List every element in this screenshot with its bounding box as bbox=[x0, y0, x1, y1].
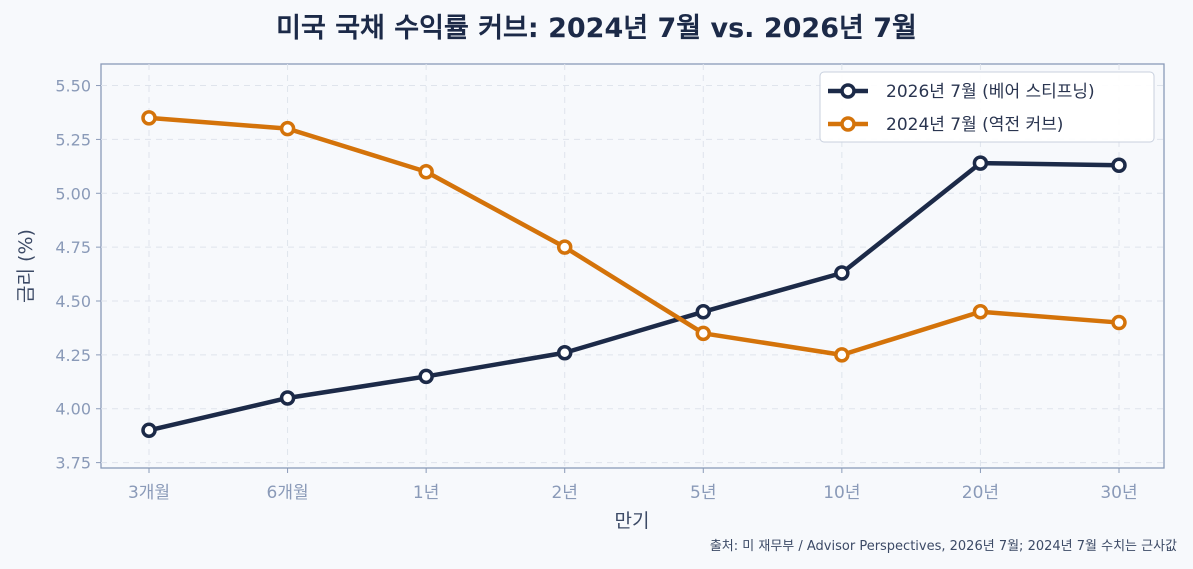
data-point bbox=[834, 347, 850, 363]
y-tick-label: 4.50 bbox=[55, 292, 91, 311]
x-tick-label: 10년 bbox=[823, 483, 860, 503]
data-point bbox=[695, 325, 712, 342]
series-line bbox=[148, 115, 1120, 358]
chart-title: 미국 국채 수익률 커브: 2024년 7월 vs. 2026년 7월 bbox=[276, 13, 917, 44]
grid-lines bbox=[101, 64, 1164, 468]
data-point bbox=[1111, 157, 1127, 174]
data-point bbox=[834, 265, 850, 281]
legend-label-2026: 2026년 7월 (베어 스티프닝) bbox=[886, 82, 1095, 102]
data-point bbox=[279, 120, 296, 137]
x-tick-label: 6개월 bbox=[267, 483, 309, 503]
y-tick-label: 3.75 bbox=[55, 454, 91, 473]
data-point bbox=[418, 368, 434, 385]
x-tick-label: 2년 bbox=[551, 483, 577, 503]
y-tick-label: 4.25 bbox=[55, 346, 91, 365]
legend-label-2024: 2024년 7월 (역전 커브) bbox=[886, 115, 1063, 135]
data-point bbox=[418, 163, 434, 180]
data-point bbox=[972, 155, 989, 171]
x-tick-label: 3개월 bbox=[128, 483, 170, 503]
legend-marker-2026 bbox=[840, 83, 856, 99]
data-point bbox=[972, 304, 989, 320]
x-axis-label: 만기 bbox=[615, 510, 650, 532]
data-point bbox=[1111, 314, 1127, 331]
data-point bbox=[141, 422, 157, 439]
data-point bbox=[556, 344, 573, 361]
data-point bbox=[695, 304, 712, 320]
series-0 bbox=[141, 155, 1127, 439]
y-tick-label: 5.25 bbox=[55, 130, 91, 149]
data-point bbox=[556, 239, 573, 255]
x-axis-ticks: 3개월 6개월 1년 2년 5년 10년 20년 30년 bbox=[128, 468, 1138, 503]
x-tick-label: 20년 bbox=[962, 483, 999, 503]
legend: 2026년 7월 (베어 스티프닝) 2024년 7월 (역전 커브) bbox=[819, 71, 1155, 143]
x-tick-label: 5년 bbox=[690, 483, 716, 503]
source-note: 출처: 미 재무부 / Advisor Perspectives, 2026년 … bbox=[709, 539, 1177, 554]
series-lines bbox=[141, 110, 1127, 439]
data-point bbox=[141, 110, 157, 126]
x-tick-label: 1년 bbox=[413, 483, 439, 503]
y-tick-label: 4.00 bbox=[55, 400, 91, 419]
y-tick-label: 5.00 bbox=[55, 184, 91, 203]
data-point bbox=[279, 390, 296, 406]
x-tick-label: 30년 bbox=[1100, 483, 1137, 503]
y-tick-label: 4.75 bbox=[55, 238, 91, 257]
y-axis-label: 금리 (%) bbox=[15, 229, 37, 303]
y-axis-ticks: 3.75 4.00 4.25 4.50 4.75 5.00 5.25 5.50 bbox=[55, 77, 101, 473]
series-line bbox=[148, 160, 1120, 433]
series-1 bbox=[141, 110, 1127, 363]
legend-marker-2024 bbox=[840, 116, 856, 132]
legend-box bbox=[819, 71, 1155, 143]
y-tick-label: 5.50 bbox=[55, 77, 91, 96]
